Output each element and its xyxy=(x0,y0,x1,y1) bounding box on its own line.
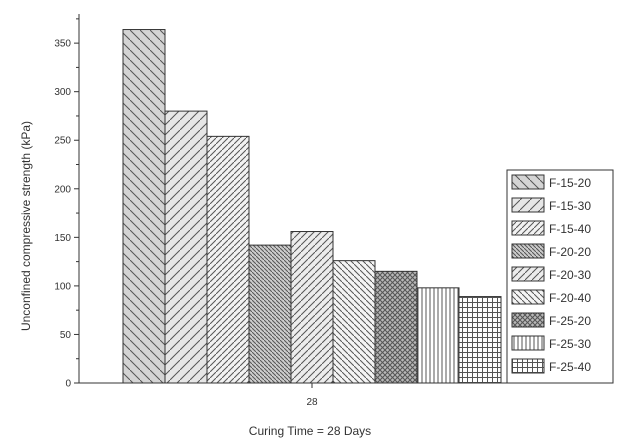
legend-label: F-15-30 xyxy=(549,199,591,213)
bar-f-20-30 xyxy=(290,231,334,384)
y-axis: 0 50 100 150 200 250 300 350 xyxy=(54,14,80,390)
bar-f-15-40 xyxy=(206,135,250,384)
legend-swatch xyxy=(511,197,545,213)
legend: F-15-20 F-15-30 F-15-40 F-20-20 F-20-30 F-20-… xyxy=(506,169,614,384)
y-tick-label: 250 xyxy=(54,136,71,147)
y-tick-label: 300 xyxy=(54,87,71,98)
bars xyxy=(122,29,502,384)
bar-f-15-30 xyxy=(164,110,208,384)
legend-label: F-20-20 xyxy=(549,245,591,259)
bar-f-15-20 xyxy=(122,29,166,384)
legend-swatch xyxy=(511,312,545,328)
legend-label: F-20-30 xyxy=(549,268,591,282)
bar-f-25-30 xyxy=(416,287,460,384)
legend-label: F-15-40 xyxy=(549,222,591,236)
y-axis-label: Unconfined compressive strength (kPa) xyxy=(19,121,33,331)
legend-swatch xyxy=(511,243,545,259)
legend-label: F-15-20 xyxy=(549,176,591,190)
y-tick-label: 0 xyxy=(65,379,71,390)
bar-f-25-20 xyxy=(374,270,418,384)
x-axis-label: Curing Time = 28 Days xyxy=(249,424,371,438)
y-tick-label: 350 xyxy=(54,39,71,50)
legend-swatch xyxy=(511,266,545,282)
legend-swatch xyxy=(511,220,545,236)
legend-swatch xyxy=(511,289,545,305)
x-axis: 28 xyxy=(79,382,556,408)
legend-label: F-25-20 xyxy=(549,314,591,328)
legend-swatch xyxy=(511,174,545,190)
legend-label: F-25-30 xyxy=(549,337,591,351)
y-tick-label: 50 xyxy=(60,330,72,341)
legend-label: F-25-40 xyxy=(549,360,591,374)
x-tick-label: 28 xyxy=(306,397,318,408)
y-tick-label: 150 xyxy=(54,233,71,244)
legend-swatch xyxy=(511,335,545,351)
legend-label: F-20-40 xyxy=(549,291,591,305)
bar-f-25-40 xyxy=(458,296,502,384)
bar-f-20-20 xyxy=(248,244,292,384)
y-tick-label: 100 xyxy=(54,281,71,292)
bar-f-20-40 xyxy=(332,260,376,384)
y-tick-label: 200 xyxy=(54,184,71,195)
legend-swatch xyxy=(511,358,545,374)
